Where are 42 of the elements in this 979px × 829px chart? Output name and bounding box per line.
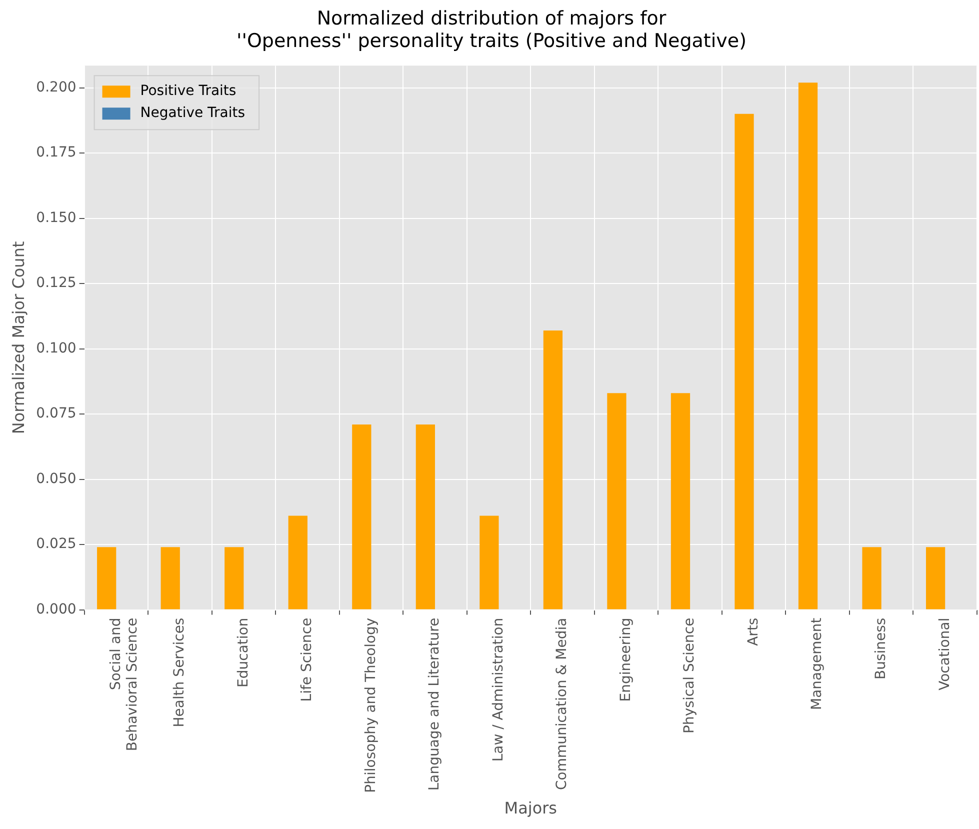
y-tick-label: 0.050 [36,470,76,487]
chart-title: Normalized distribution of majors for ''Openness'' personality traits (Positive and Negative) [236,7,747,52]
bar [416,424,435,610]
x-tick-label: Physical Science [682,618,698,734]
y-tick-label: 0.175 [36,144,76,161]
x-tick-label: Philosophy and Theology [362,618,379,793]
bar [352,424,372,610]
y-tick-label: 0.125 [36,275,76,292]
y-tick-label: 0.200 [36,79,76,96]
y-tick-label: 0.075 [36,406,76,422]
x-tick-label: Communication & Media [554,618,570,790]
x-tick-label: Education [235,618,252,688]
bar [798,82,818,610]
x-tick-label: Law / Administration [490,618,506,762]
bar [543,330,563,610]
x-axis-title: Majors [504,798,558,818]
bar [224,547,244,610]
bar [734,114,754,610]
bar [288,516,308,610]
x-tick-label: Social and Behavioral Science [108,618,141,752]
bar [607,393,626,610]
x-tick-label: Engineering [618,618,634,702]
bar [926,547,946,610]
x-tick-label: Health Services [172,618,188,728]
bar [480,516,499,610]
x-tick-label: Business [872,618,889,680]
y-tick-label: 0.025 [36,536,76,552]
x-tick-label: Life Science [299,618,316,702]
y-tick-label: 0.000 [36,601,76,618]
legend-label: Positive Traits [140,83,236,100]
bar [160,547,180,610]
x-tick-label: Vocational [936,618,953,690]
y-tick-label: 0.100 [36,340,76,356]
legend-label: Negative Traits [140,105,246,122]
bar [97,547,116,610]
x-tick-label: Arts [745,618,762,646]
bar [862,547,882,610]
x-tick-label: Language and Literature [426,618,443,791]
x-tick-label: Management [809,617,826,710]
y-axis-title: Normalized Major Count [8,241,28,434]
bar [670,393,690,610]
y-tick-label: 0.150 [36,210,76,226]
